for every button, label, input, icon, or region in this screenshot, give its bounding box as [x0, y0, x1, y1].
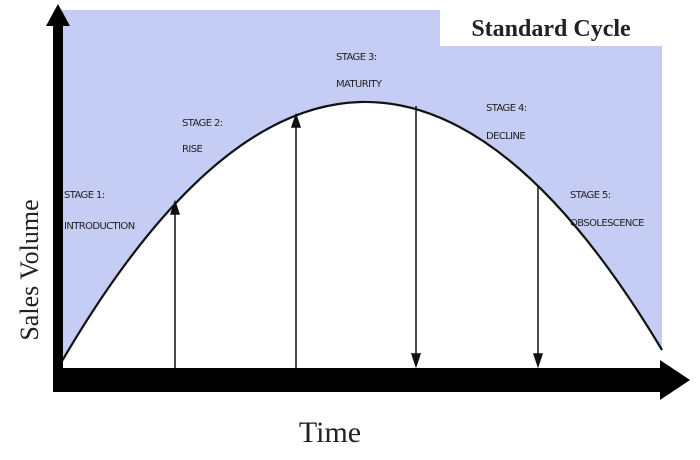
cycle-curve	[57, 100, 663, 369]
stage-number: STAGE 1:	[64, 190, 105, 201]
title: Standard Cycle	[471, 16, 631, 42]
arrowhead	[290, 112, 302, 128]
stage-number: STAGE 4:	[486, 103, 527, 114]
stage-number: STAGE 3:	[336, 52, 377, 63]
x-axis-arrowhead	[660, 360, 690, 400]
under-curve-area	[58, 101, 662, 370]
x-axis-label: Time	[299, 416, 361, 449]
x-axis	[53, 368, 663, 392]
y-axis	[53, 22, 63, 372]
stage-name: MATURITY	[336, 79, 383, 90]
y-axis-label: Sales Volume	[15, 199, 44, 340]
title-box	[440, 10, 662, 46]
arrowhead	[532, 353, 544, 369]
stage-name: OBSOLESCENCE	[570, 218, 644, 229]
arrowhead	[410, 353, 422, 369]
arrowhead	[169, 199, 181, 215]
stage-name: RISE	[182, 144, 202, 155]
stage-name: INTRODUCTION	[64, 221, 135, 232]
stage-number: STAGE 5:	[570, 190, 611, 201]
y-axis-arrowhead	[46, 4, 70, 26]
stage-name: DECLINE	[486, 131, 525, 142]
stage-number: STAGE 2:	[182, 118, 223, 129]
stage-arrows	[169, 106, 544, 369]
